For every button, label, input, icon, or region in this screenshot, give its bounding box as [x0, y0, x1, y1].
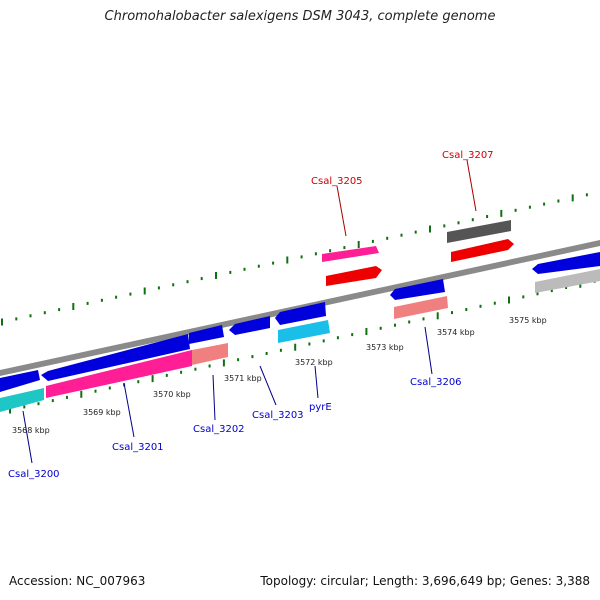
gene-label-group: Csal_3200 Csal_3201 Csal_3202 Csal_3203 … — [8, 150, 494, 480]
gene-label-csal-3205[interactable]: Csal_3205 — [311, 176, 363, 187]
near-side-genes — [0, 279, 448, 412]
gene-label-csal-3201[interactable]: Csal_3201 — [112, 442, 164, 453]
gene-arrow-csal-3207-cds[interactable] — [451, 239, 514, 262]
scale-label-group: 3568 kbp 3569 kbp 3570 kbp 3571 kbp 3572… — [12, 316, 547, 435]
gene-arrow-csal-3206-cds[interactable] — [390, 279, 445, 300]
gene-arrow-right-grey[interactable] — [535, 269, 600, 293]
gene-label-pyre[interactable]: pyrE — [309, 402, 332, 413]
outer-tick-ruler — [1, 193, 588, 326]
gene-label-csal-3207[interactable]: Csal_3207 — [442, 150, 494, 161]
scale-label-3568: 3568 kbp — [12, 426, 50, 435]
far-side-genes — [322, 220, 600, 293]
scale-label-3570: 3570 kbp — [153, 390, 191, 399]
map-title: Chromohalobacter salexigens DSM 3043, co… — [104, 9, 496, 24]
gene-arrow-csal-3200-rna[interactable] — [0, 388, 44, 412]
gene-arrow-csal-3202-cds[interactable] — [189, 325, 224, 344]
topology-text: Topology: circular; Length: 3,696,649 bp… — [260, 574, 590, 588]
gene-label-csal-3203[interactable]: Csal_3203 — [252, 410, 304, 421]
gene-label-csal-3206[interactable]: Csal_3206 — [410, 377, 462, 388]
gene-arrow-csal-3201-rna[interactable] — [46, 350, 192, 398]
inner-tick-ruler — [9, 279, 596, 414]
gene-arrow-csal-3205-rna[interactable] — [322, 246, 379, 262]
gene-label-csal-3200[interactable]: Csal_3200 — [8, 469, 60, 480]
accession-text: Accession: NC_007963 — [9, 574, 146, 588]
scale-label-3575: 3575 kbp — [509, 316, 547, 325]
gene-arrow-pyre-cds[interactable] — [275, 302, 326, 325]
gene-label-csal-3202[interactable]: Csal_3202 — [193, 424, 245, 435]
gene-arrow-csal-3201-cds[interactable] — [41, 334, 190, 381]
scale-label-3574: 3574 kbp — [437, 328, 475, 337]
gene-arrow-csal-3200-cds[interactable] — [0, 370, 40, 392]
gene-arrow-csal-3202-rna[interactable] — [192, 343, 228, 365]
gene-arrow-csal-3207-rna[interactable] — [447, 220, 511, 243]
scale-label-3569: 3569 kbp — [83, 408, 121, 417]
gene-arrow-csal-3206-rna[interactable] — [394, 296, 448, 319]
scale-label-3572: 3572 kbp — [295, 358, 333, 367]
gene-arrow-right-far[interactable] — [532, 252, 600, 274]
gene-arrow-csal-3205-cds[interactable] — [326, 266, 382, 286]
scale-label-3573: 3573 kbp — [366, 343, 404, 352]
gene-arrow-pyre-rna[interactable] — [278, 320, 330, 343]
gene-arrow-csal-3203-cds[interactable] — [229, 316, 270, 335]
scale-label-3571: 3571 kbp — [224, 374, 262, 383]
